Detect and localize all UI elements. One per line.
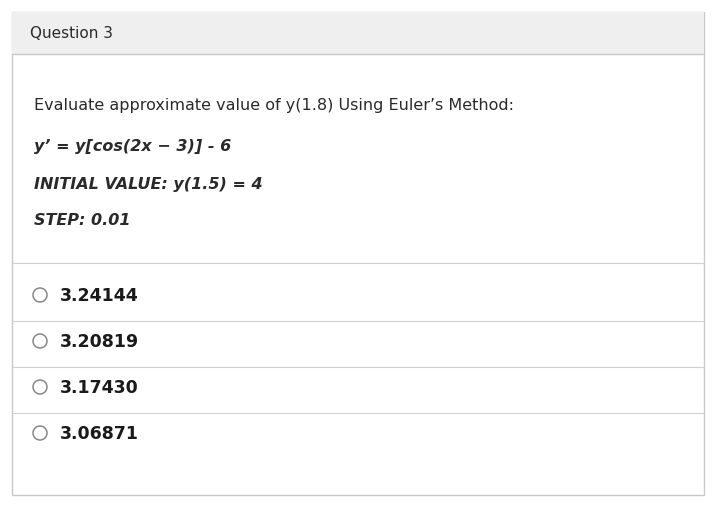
Text: 3.20819: 3.20819: [60, 333, 139, 351]
Text: Question 3: Question 3: [30, 26, 113, 42]
Text: 3.17430: 3.17430: [60, 379, 139, 397]
Text: Evaluate approximate value of y(1.8) Using Euler’s Method:: Evaluate approximate value of y(1.8) Usi…: [34, 98, 514, 113]
FancyBboxPatch shape: [12, 12, 704, 495]
Text: y’ = y[cos(2x − 3)] - 6: y’ = y[cos(2x − 3)] - 6: [34, 139, 231, 154]
FancyBboxPatch shape: [12, 12, 704, 54]
Text: 3.24144: 3.24144: [60, 287, 139, 305]
Text: 3.06871: 3.06871: [60, 425, 139, 443]
Text: INITIAL VALUE: y(1.5) = 4: INITIAL VALUE: y(1.5) = 4: [34, 177, 263, 192]
Text: STEP: 0.01: STEP: 0.01: [34, 213, 130, 228]
